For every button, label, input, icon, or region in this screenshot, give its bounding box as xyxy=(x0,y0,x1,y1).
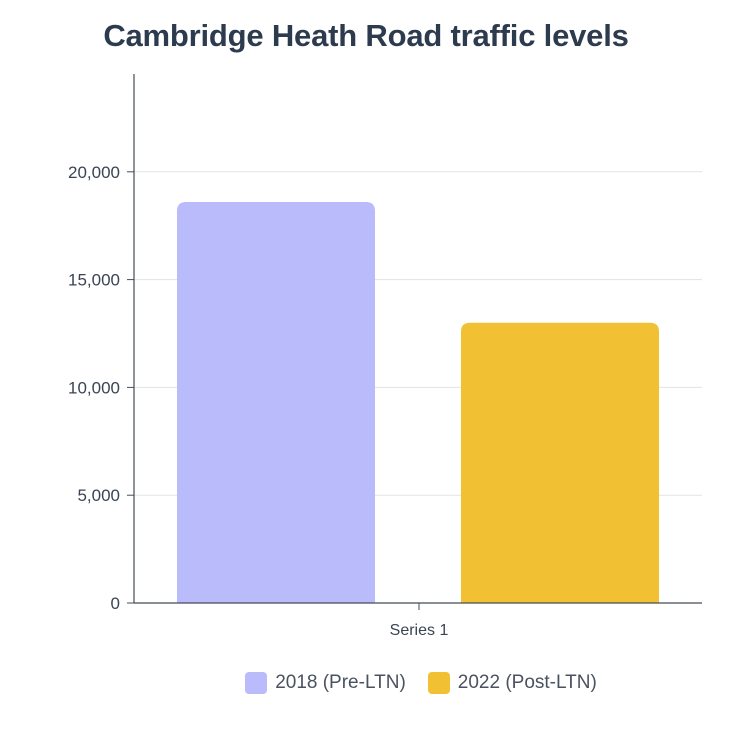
legend-item-2022[interactable]: 2022 (Post-LTN) xyxy=(427,672,597,694)
chart-title: Cambridge Heath Road traffic levels xyxy=(103,18,629,53)
y-tick-label: 15,000 xyxy=(68,271,120,290)
bar-2022 xyxy=(461,322,659,603)
legend-swatch-2022 xyxy=(427,672,450,694)
y-tick-label: 5,000 xyxy=(77,486,120,505)
y-tick-label: 20,000 xyxy=(68,163,120,182)
legend-label-2018: 2018 (Pre-LTN) xyxy=(275,672,406,693)
legend-label-2022: 2022 (Post-LTN) xyxy=(457,672,597,693)
legend-item-2018[interactable]: 2018 (Pre-LTN) xyxy=(245,672,406,694)
y-tick-label: 10,000 xyxy=(68,378,120,397)
y-tick-label: 0 xyxy=(111,594,120,613)
bar-2018 xyxy=(177,201,375,603)
legend: 2018 (Pre-LTN) 2022 (Post-LTN) xyxy=(0,672,732,694)
legend-swatch-2018 xyxy=(245,672,268,694)
x-category-label: Series 1 xyxy=(390,622,449,639)
